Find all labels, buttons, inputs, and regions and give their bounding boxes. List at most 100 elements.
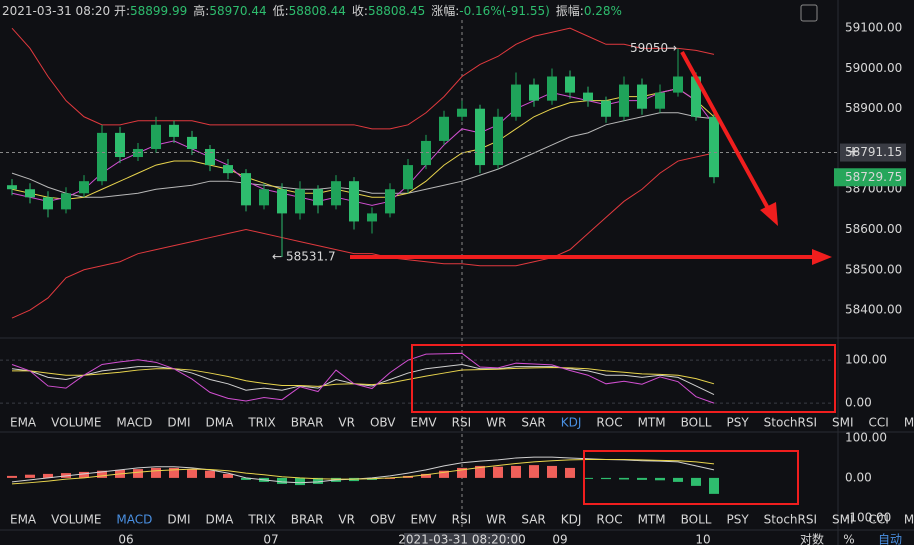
datetime: 2021-03-31 08:20 [2, 4, 111, 18]
indicator-tab[interactable]: BRAR [291, 416, 324, 430]
indicator-tab[interactable]: SAR [521, 416, 545, 430]
indicator-tab[interactable]: BOLL [681, 416, 712, 430]
candle-body [43, 197, 53, 210]
indicator-tab[interactable]: OBV [370, 416, 396, 430]
candle-body [709, 116, 719, 178]
indicator-tab[interactable]: DMI [167, 513, 190, 527]
macd-bar [205, 470, 215, 478]
candle-body [565, 76, 575, 93]
indicator-tab[interactable]: MTM [638, 513, 666, 527]
macd-bar [547, 465, 557, 478]
macd-bar [709, 477, 719, 494]
candle-body [7, 185, 17, 190]
macd-bar [475, 465, 485, 478]
indicator-tab[interactable]: VOLUME [51, 416, 101, 430]
macd-bar [457, 467, 467, 478]
indicator-tab[interactable]: RSI [452, 513, 472, 527]
indicator-tab[interactable]: EMA [10, 513, 37, 527]
candle-body [511, 84, 521, 117]
indicator-tab[interactable]: CCI [869, 513, 889, 527]
indicator-tab[interactable]: OBV [370, 513, 396, 527]
macd-bar [133, 469, 143, 478]
annotation: 59050 [630, 41, 668, 55]
header-value: 0.28% [583, 4, 622, 18]
highlight-box [583, 450, 799, 505]
indicator-tab[interactable]: WR [486, 416, 506, 430]
macd-bar [169, 467, 179, 478]
indicator-tab[interactable]: SAR [521, 513, 545, 527]
candle-body [529, 84, 539, 101]
highlight-box [411, 344, 836, 413]
candle-body [223, 165, 233, 174]
indicator-tab[interactable]: MACD [116, 416, 152, 430]
indicator-tab[interactable]: PSY [726, 513, 749, 527]
macd-bar [79, 471, 89, 478]
crosshair-date: 2021-03-31 08:20:00 [398, 533, 525, 545]
indicator-line [11, 27, 715, 130]
candle-body [475, 108, 485, 166]
indicator-tab[interactable]: DMI [167, 416, 190, 430]
indicator-tab[interactable]: VR [338, 513, 355, 527]
indicator-tab[interactable]: TRIX [247, 513, 275, 527]
indicator-tab[interactable]: EMA [10, 416, 37, 430]
indicator-tab[interactable]: ROC [596, 513, 622, 527]
arrow [680, 51, 772, 213]
y-tick-label: 58500.00 [845, 262, 902, 276]
indicator-tab[interactable]: MFI [904, 416, 914, 430]
candle-body [493, 116, 503, 166]
scale-button[interactable]: 对数 [800, 532, 824, 545]
indicator-tab[interactable]: StochRSI [764, 513, 817, 527]
indicator-tab[interactable]: StochRSI [764, 416, 817, 430]
candle-body [187, 136, 197, 149]
macd-bar [637, 477, 647, 480]
indicator-tab[interactable]: MACD [116, 513, 152, 527]
main-panel: 59100.0059000.0058900.0058700.0058600.00… [0, 21, 906, 319]
indicator-tab[interactable]: ROC [596, 416, 622, 430]
macd-bar [97, 470, 107, 478]
y-tick-label: 0.00 [845, 470, 872, 484]
header-value: 58808.44 [288, 4, 346, 18]
indicator-tab[interactable]: MFI [904, 513, 914, 527]
crosshair-price: 58791.15 [845, 145, 902, 159]
indicator-tab[interactable]: RSI [452, 416, 472, 430]
candle-body [259, 189, 269, 206]
candle-body [241, 173, 251, 206]
candle-body [205, 148, 215, 166]
indicator-tab[interactable]: EMV [411, 513, 438, 527]
indicator-tab[interactable]: BOLL [681, 513, 712, 527]
indicator-tab[interactable]: KDJ [561, 513, 582, 527]
macd-bar [43, 473, 53, 478]
macd-panel: 100.00 0.00 -100.00 [7, 430, 891, 524]
y-tick-label: 58900.00 [845, 101, 902, 115]
indicator-tab[interactable]: SMI [832, 416, 854, 430]
candle-body [151, 124, 161, 149]
indicator-tab[interactable]: DMA [206, 416, 235, 430]
crosshair-plus: + [847, 143, 860, 161]
indicator-tab[interactable]: VOLUME [51, 513, 101, 527]
indicator-tab[interactable]: SMI [832, 513, 854, 527]
fullscreen-icon[interactable] [800, 4, 818, 22]
indicator-tab[interactable]: VR [338, 416, 355, 430]
scale-button[interactable]: % [843, 533, 854, 545]
macd-bar [295, 477, 305, 486]
indicator-tab[interactable]: CCI [869, 416, 889, 430]
candle-body [583, 92, 593, 101]
indicator-tab[interactable]: DMA [206, 513, 235, 527]
annotation: 58531.7 [286, 250, 336, 264]
indicator-tab[interactable]: MTM [638, 416, 666, 430]
macd-bar [223, 473, 233, 478]
indicator-tab[interactable]: WR [486, 513, 506, 527]
candle-body [295, 189, 305, 214]
header-value: 58970.44 [209, 4, 267, 18]
indicator-tab[interactable]: TRIX [247, 416, 275, 430]
scale-button[interactable]: 自动 [878, 533, 902, 545]
indicator-tab[interactable]: EMV [411, 416, 438, 430]
indicator-tab[interactable]: KDJ [561, 416, 582, 430]
x-label: 10 [695, 533, 710, 545]
annotation-arrow: ← [272, 250, 282, 264]
macd-bar [277, 477, 287, 484]
indicator-tab[interactable]: BRAR [291, 513, 324, 527]
price-badge [834, 168, 906, 187]
indicator-tab[interactable]: PSY [726, 416, 749, 430]
